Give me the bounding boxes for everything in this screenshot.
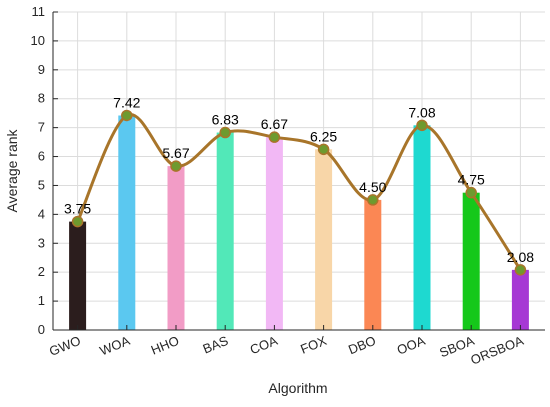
x-tick-label: HHO (149, 333, 181, 358)
bar (315, 149, 333, 330)
bar (265, 137, 283, 330)
markers (71, 109, 527, 276)
data-label: 6.67 (261, 116, 288, 132)
bar (118, 115, 136, 331)
y-tick-label: 0 (38, 322, 45, 337)
data-point-marker (317, 143, 330, 156)
data-label: 6.83 (212, 112, 239, 128)
y-tick-label: 2 (38, 264, 45, 279)
data-label: 6.25 (310, 128, 337, 144)
y-tick-label: 11 (32, 4, 46, 19)
data-point-marker (514, 264, 527, 276)
y-tick-label: 7 (38, 120, 45, 135)
x-tick-label: DBO (346, 333, 378, 357)
y-tick-label: 8 (38, 91, 45, 106)
x-tick-label: WOA (98, 333, 133, 359)
y-tick-label: 3 (38, 235, 45, 250)
data-point-marker (367, 194, 379, 206)
trend-line (76, 113, 522, 271)
data-point-marker (465, 186, 477, 199)
data-point-marker (416, 119, 428, 132)
x-tick-label: BAS (201, 333, 231, 357)
bar (511, 269, 529, 330)
bar (462, 192, 480, 330)
trend-line-path (76, 113, 522, 271)
y-axis-title: Average rank (4, 128, 20, 212)
bar (69, 221, 87, 330)
bar (413, 125, 431, 330)
x-tick-label: FOX (298, 333, 329, 357)
bar (216, 132, 234, 330)
data-label: 5.67 (162, 145, 189, 161)
y-tick-label: 4 (38, 206, 45, 221)
data-point-marker (71, 215, 84, 228)
x-tick-label: COA (248, 333, 280, 358)
bars (69, 115, 529, 331)
y-tick-label: 1 (38, 293, 45, 308)
data-label: 4.50 (359, 179, 386, 195)
data-label: 7.42 (113, 94, 140, 110)
data-label: 7.08 (408, 104, 435, 120)
bar (364, 199, 382, 330)
data-label: 2.08 (507, 249, 534, 265)
y-tick-label: 9 (38, 62, 45, 77)
data-point-marker (170, 160, 182, 172)
value-labels: 3.75 7.42 5.67 6.83 6.67 6.25 4.50 7.08 4.75 2.08 (64, 94, 534, 264)
x-tick-label: ORSBOA (468, 333, 525, 368)
y-tick-label: 6 (38, 149, 45, 164)
bar (167, 166, 185, 330)
data-label: 4.75 (458, 172, 485, 188)
y-tick-label: 10 (31, 33, 45, 48)
x-tick-label: GWO (47, 333, 83, 359)
data-point-marker (219, 126, 231, 139)
x-axis-title: Algorithm (268, 380, 327, 396)
data-point-marker (121, 109, 133, 122)
data-label: 3.75 (64, 201, 91, 217)
x-tick-label: OOA (395, 333, 428, 358)
data-point-marker (268, 131, 281, 143)
y-tick-label: 5 (38, 177, 45, 192)
